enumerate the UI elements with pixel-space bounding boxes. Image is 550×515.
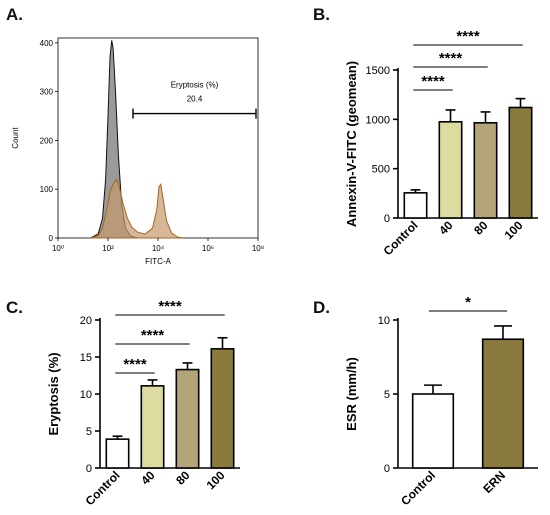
y-tick-label: 100 [40,185,54,194]
y-tick-label: 400 [40,39,54,48]
flow-histogram-panel: 0 100 200 300 400 10⁰ 10² 10⁴ 10⁶ 10⁸ FITC-A Count E… [11,37,264,266]
y-tick-label: 300 [40,88,54,97]
y-axis-title: ESR (mm/h) [344,357,359,431]
y-tick-label: 10 [378,315,390,327]
significance-label-2: **** [456,28,480,45]
category-label-2: 80 [173,468,193,488]
y-tick-label: 15 [80,352,92,364]
y-tick-label: 1500 [366,65,390,77]
x-tick-label: 10⁰ [52,244,64,253]
category-label-3: 100 [204,468,228,492]
category-label-1: 40 [436,218,456,238]
significance-label-2: **** [158,298,182,315]
x-tick-label: 10⁶ [202,244,214,253]
y-tick-label: 0 [384,463,390,475]
bar-1 [481,338,525,469]
bar-3 [508,106,533,219]
gate-value: 20.4 [187,95,203,104]
significance-label-1: **** [141,327,165,344]
bar-2 [473,121,498,219]
bar-0 [411,393,455,469]
x-tick-label: 10² [102,244,114,253]
y-tick-label: 500 [372,164,390,176]
y-tick-label: 5 [384,389,390,401]
y-tick-label: 20 [80,315,92,327]
category-label-2: 80 [471,218,491,238]
bar-2 [175,368,200,469]
bar-1 [140,385,165,469]
y-axis-title: Annexin-V-FITC (geomean) [344,61,359,227]
significance-label-0: **** [421,73,445,90]
bar-0 [105,438,130,469]
histogram-series-1 [90,178,184,239]
y-tick-label: 0 [49,234,54,243]
panel-c-letter: C. [6,298,23,317]
y-axis-title: Count [11,127,20,149]
y-tick-label: 1000 [366,114,390,126]
significance-label-0: **** [123,356,147,373]
category-label-1: 40 [138,468,158,488]
category-label-1: ERN [480,468,508,496]
gate-label: Eryptosis (%) [171,81,219,90]
x-tick-label: 10⁸ [252,244,264,253]
y-axis-title: Eryptosis (%) [46,352,61,435]
bar-0 [403,192,428,219]
y-tick-label: 10 [80,389,92,401]
bar-3 [210,348,235,469]
category-label-3: 100 [502,218,526,242]
category-label-0: Control [398,468,438,508]
y-tick-label: 0 [384,213,390,225]
panel-d-letter: D. [313,298,330,317]
panel-b-letter: B. [313,5,330,24]
significance-label-1: **** [439,50,463,67]
x-axis-title: FITC-A [145,257,171,266]
x-tick-label: 10⁴ [152,244,165,253]
y-tick-label: 200 [40,136,54,145]
y-tick-label: 0 [86,463,92,475]
esr-bar-chart: 0 5 10 Control ERN ESR (mm/h) * [344,294,538,508]
significance-label-0: * [465,294,471,311]
bar-1 [438,121,463,219]
panel-a-letter: A. [6,5,23,24]
y-tick-label: 5 [86,426,92,438]
